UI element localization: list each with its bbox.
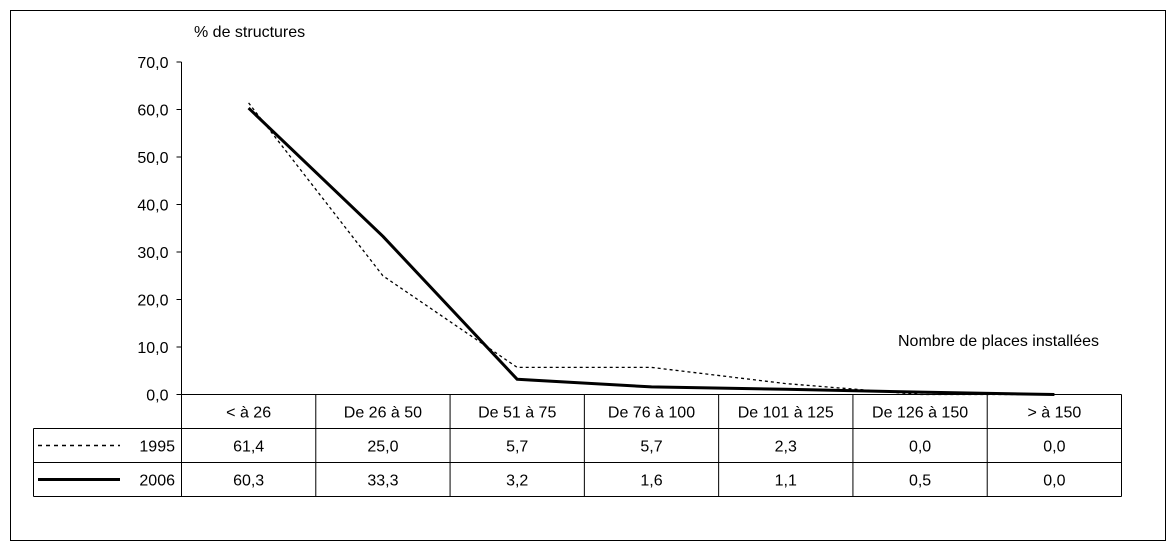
legend-label: 2006 [139,473,175,490]
data-label: 2,3 [775,439,797,456]
data-label: 0,0 [909,439,931,456]
y-axis: 0,0 10,0 20,0 30,0 40,0 50,0 60,0 70,0 [137,55,182,405]
data-label: 0,5 [909,473,931,490]
y-tick-label: 20,0 [137,293,168,310]
y-tick-label: 60,0 [137,103,168,120]
series-line-2006 [247,107,1055,396]
y-tick-label: 30,0 [137,245,168,262]
data-label: 25,0 [367,439,398,456]
y-tick-label: 0,0 [146,388,168,405]
data-label: 1,1 [775,473,797,490]
category-label: De 26 à 50 [344,405,422,422]
y-tick-label: 70,0 [137,55,168,72]
data-label: 60,3 [233,473,264,490]
x-axis-title: Nombre de places installées [898,333,1099,350]
category-label: De 51 à 75 [478,405,556,422]
y-axis-title: % de structures [194,24,305,41]
data-label: 0,0 [1043,439,1065,456]
y-tick-label: 40,0 [137,198,168,215]
table-values: 61,4 25,0 5,7 5,7 2,3 0,0 0,0 60,3 33,3 3,2 1,6 1,1… [233,439,1066,490]
category-labels: < à 26 De 26 à 50 De 51 à 75 De 76 à 100 De … [226,405,1081,422]
category-label: De 101 à 125 [738,405,834,422]
data-label: 5,7 [640,439,662,456]
legend-label: 1995 [139,439,175,456]
data-label: 33,3 [367,473,398,490]
series-line-1995 [248,102,1055,396]
category-label: < à 26 [226,405,271,422]
y-tick-label: 10,0 [137,340,168,357]
data-label: 61,4 [233,439,264,456]
category-label: De 76 à 100 [608,405,695,422]
series-lines [247,102,1055,396]
data-label: 5,7 [506,439,528,456]
legend: 1995 2006 [38,439,175,490]
data-label: 0,0 [1043,473,1065,490]
data-label: 1,6 [640,473,662,490]
category-label: De 126 à 150 [872,405,968,422]
y-tick-label: 50,0 [137,150,168,167]
chart-frame [10,10,1166,541]
category-label: > à 150 [1027,405,1081,422]
data-label: 3,2 [506,473,528,490]
